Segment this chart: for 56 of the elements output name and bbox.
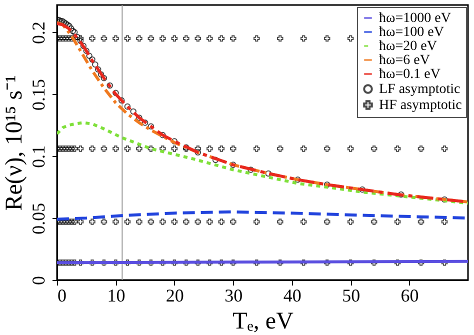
y-tick-label: 0.1 [28,145,48,168]
point [112,90,119,96]
point [194,149,202,156]
point [130,108,136,115]
point [74,34,81,40]
legend-label: HF asymptotic [379,98,462,113]
legend-label: ħω=6 eV [379,53,430,68]
y-tick-label: 0.2 [28,22,48,44]
x-tick-label: 30 [224,286,243,306]
point [441,196,448,203]
x-tick-label: 50 [342,286,360,306]
point [83,48,90,54]
point [106,82,113,89]
point [98,71,104,78]
legend-label: ħω=100 eV [379,25,444,40]
x-tick-label: 40 [283,286,302,306]
point [77,38,84,44]
point [294,176,301,183]
point [86,52,92,59]
point [359,186,366,193]
point [142,120,148,126]
point [59,18,66,24]
point [183,144,190,151]
x-tick-label: 0 [58,286,66,306]
point [118,97,125,104]
point [265,170,272,177]
point [136,114,142,121]
point [94,66,102,73]
point [80,42,87,50]
point [398,191,404,198]
point [92,61,98,68]
line-series [57,210,468,221]
line-series [57,121,468,205]
y-tick-label: 0.15 [28,78,48,110]
point [248,166,254,173]
point [100,74,108,82]
x-tick-label: 10 [107,286,126,306]
legend-label: LF asymptotic [379,82,460,97]
point [148,123,154,130]
point [124,103,131,110]
y-axis-title: Re(ν), 10¹⁵ s⁻¹ [2,75,28,211]
point [160,132,166,138]
point [70,28,76,34]
x-tick-label: 60 [400,286,419,306]
point [212,156,219,163]
point [230,162,236,168]
legend-label: ħω=20 eV [379,39,437,54]
legend-label: ħω=1000 eV [379,11,451,26]
point [324,181,330,188]
point [89,56,96,63]
y-tick-label: 0 [28,276,48,285]
legend-label: ħω=0.1 eV [379,67,440,82]
x-axis-title: Tₑ, eV [232,308,294,334]
point [71,29,78,36]
y-tick-label: 0.05 [28,202,48,234]
x-tick-label: 20 [166,286,184,306]
